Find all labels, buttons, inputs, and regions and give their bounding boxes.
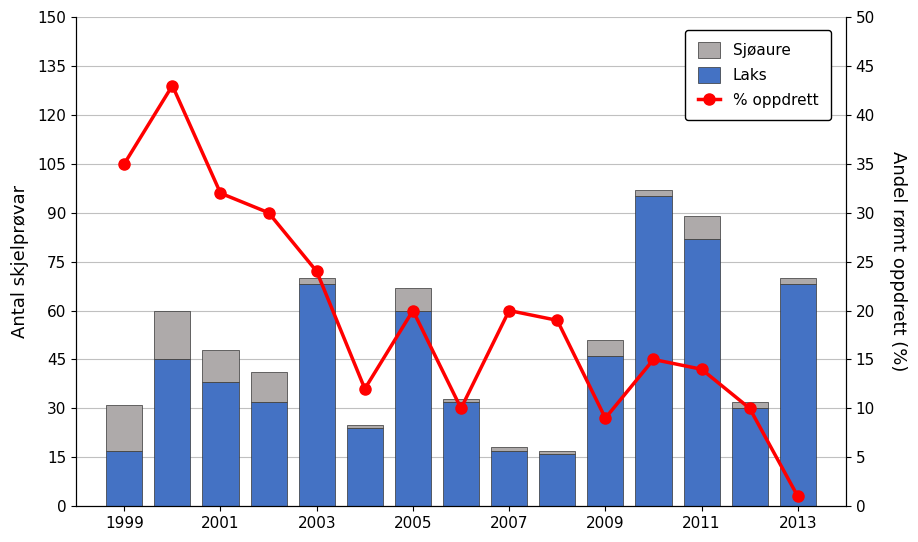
Bar <box>779 278 816 285</box>
Bar <box>635 196 671 506</box>
Bar <box>251 402 286 506</box>
Bar <box>347 428 383 506</box>
Bar <box>635 190 671 196</box>
Bar <box>106 451 142 506</box>
Bar <box>491 451 527 506</box>
Bar <box>539 454 576 506</box>
Bar <box>395 311 431 506</box>
Bar <box>539 451 576 454</box>
Bar <box>395 288 431 311</box>
Bar <box>106 405 142 451</box>
Bar <box>491 448 527 451</box>
Bar <box>251 372 286 402</box>
Legend: Sjøaure, Laks, % oppdrett: Sjøaure, Laks, % oppdrett <box>686 30 831 120</box>
Bar <box>203 350 239 382</box>
Bar <box>588 356 623 506</box>
Bar <box>154 359 190 506</box>
Y-axis label: Andel rømt oppdrett (%): Andel rømt oppdrett (%) <box>889 151 907 372</box>
Bar <box>443 398 479 402</box>
Bar <box>154 311 190 359</box>
Bar <box>298 285 335 506</box>
Bar <box>298 278 335 285</box>
Bar <box>443 402 479 506</box>
Bar <box>588 340 623 356</box>
Bar <box>203 382 239 506</box>
Bar <box>779 285 816 506</box>
Bar <box>684 239 720 506</box>
Bar <box>732 408 767 506</box>
Bar <box>684 216 720 239</box>
Y-axis label: Antal skjelprøvar: Antal skjelprøvar <box>11 185 29 338</box>
Bar <box>732 402 767 408</box>
Bar <box>347 425 383 428</box>
